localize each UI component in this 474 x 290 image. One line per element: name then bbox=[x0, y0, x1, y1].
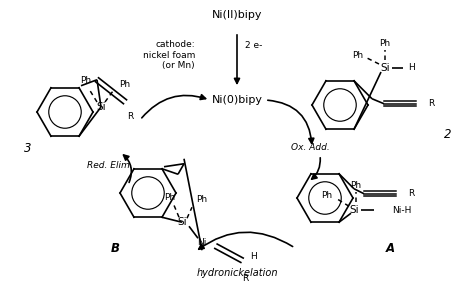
Text: Ph: Ph bbox=[119, 80, 130, 89]
Text: Red. Elim.: Red. Elim. bbox=[87, 160, 133, 169]
Text: Ni: Ni bbox=[197, 238, 207, 247]
Text: Ni(II)bipy: Ni(II)bipy bbox=[212, 10, 262, 20]
Text: H: H bbox=[408, 64, 415, 72]
Text: R: R bbox=[408, 189, 414, 198]
Text: Si: Si bbox=[177, 217, 187, 227]
Text: R: R bbox=[428, 99, 434, 108]
Text: B: B bbox=[110, 242, 119, 255]
Text: 3: 3 bbox=[24, 142, 32, 155]
Text: Si: Si bbox=[380, 63, 390, 73]
Text: Ph: Ph bbox=[164, 193, 175, 202]
Text: Ph: Ph bbox=[321, 191, 332, 200]
Text: Si: Si bbox=[349, 205, 359, 215]
Text: Ox. Add.: Ox. Add. bbox=[291, 144, 329, 153]
Text: R: R bbox=[242, 274, 248, 283]
Text: Ni(0)bipy: Ni(0)bipy bbox=[211, 95, 263, 105]
Text: 2: 2 bbox=[444, 128, 452, 142]
Text: Ph: Ph bbox=[380, 39, 391, 48]
Text: hydronickelation: hydronickelation bbox=[196, 268, 278, 278]
Text: 2 e-: 2 e- bbox=[245, 41, 263, 50]
Text: R: R bbox=[127, 112, 133, 121]
Text: Ni-H: Ni-H bbox=[392, 206, 411, 215]
Text: H: H bbox=[250, 252, 257, 261]
Text: Ph: Ph bbox=[352, 52, 363, 61]
Text: Si: Si bbox=[96, 102, 106, 112]
Text: A: A bbox=[385, 242, 394, 255]
Text: cathode:
nickel foam
(or Mn): cathode: nickel foam (or Mn) bbox=[143, 40, 195, 70]
Text: Ph: Ph bbox=[81, 76, 91, 85]
Text: Ph: Ph bbox=[196, 195, 207, 204]
Text: Ph: Ph bbox=[350, 181, 362, 190]
